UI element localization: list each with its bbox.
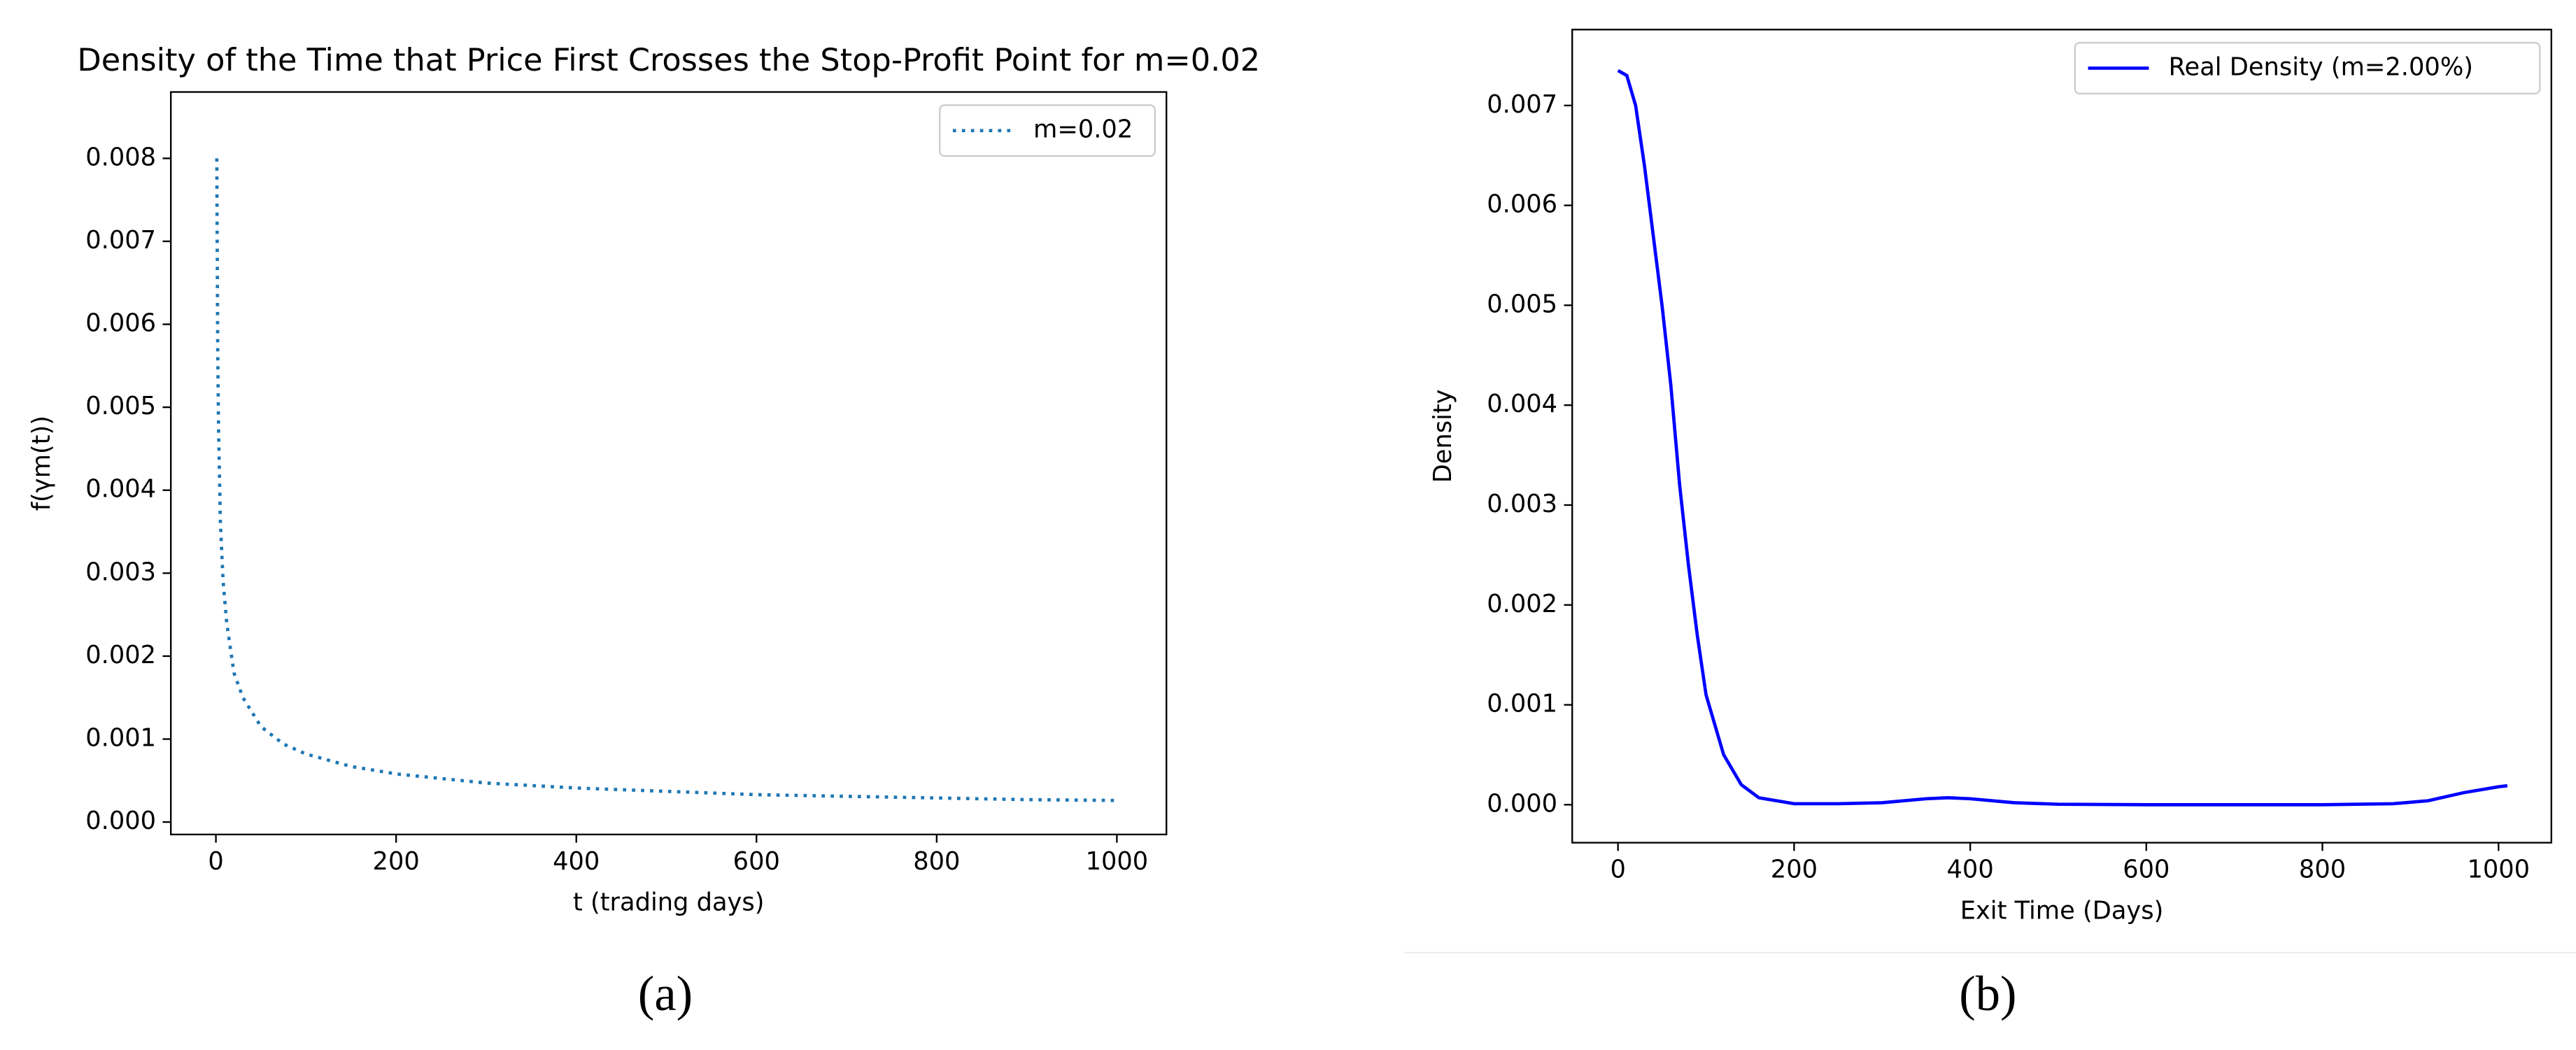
chart-title: Density of the Time that Price First Cro… (77, 42, 1260, 78)
x-tick-label: 600 (733, 847, 780, 876)
plot-frame (1571, 29, 2552, 844)
legend-box (939, 104, 1156, 157)
y-axis-label: Density (1429, 390, 1457, 483)
caption: (b) (1959, 967, 2016, 1021)
y-tick-label: 0.006 (85, 309, 156, 338)
y-axis-label: f(γm(t)) (27, 416, 56, 511)
data-line (1617, 69, 2508, 807)
y-tick-label: 0.000 (1487, 789, 1557, 818)
x-tick-label: 0 (1610, 856, 1625, 884)
x-tick-label: 600 (2123, 856, 2170, 884)
y-tick-label: 0.002 (1487, 590, 1557, 618)
x-axis-label: Exit Time (Days) (1960, 896, 2164, 925)
y-tick-label: 0.004 (85, 475, 156, 504)
x-tick-label: 200 (1771, 856, 1818, 884)
y-tick-label: 0.005 (85, 392, 156, 420)
x-tick-label: 400 (1947, 856, 1994, 884)
plot-frame (170, 91, 1168, 836)
y-tick-label: 0.005 (1487, 290, 1557, 318)
x-tick-label: 400 (553, 847, 600, 876)
legend-label: Real Density (m=2.00%) (2169, 52, 2473, 81)
x-tick-label: 800 (913, 847, 960, 876)
y-tick-label: 0.004 (1487, 390, 1557, 418)
x-tick-label: 1000 (1086, 847, 1149, 876)
y-tick-label: 0.007 (1487, 90, 1557, 119)
x-tick-label: 0 (208, 847, 223, 876)
y-tick-label: 0.008 (85, 143, 156, 171)
y-tick-label: 0.001 (1487, 690, 1557, 718)
y-tick-label: 0.001 (85, 724, 156, 753)
caption: (a) (638, 967, 693, 1021)
x-axis-label: t (trading days) (573, 888, 764, 917)
y-tick-label: 0.003 (85, 558, 156, 586)
legend-box (2074, 41, 2541, 95)
x-tick-label: 200 (373, 847, 420, 876)
legend-label: m=0.02 (1033, 115, 1133, 144)
y-tick-label: 0.002 (85, 641, 156, 669)
x-tick-label: 1000 (2467, 856, 2530, 884)
y-tick-label: 0.000 (85, 807, 156, 835)
y-tick-label: 0.007 (85, 226, 156, 255)
y-tick-label: 0.003 (1487, 490, 1557, 518)
y-tick-label: 0.006 (1487, 190, 1557, 219)
x-tick-label: 800 (2299, 856, 2346, 884)
